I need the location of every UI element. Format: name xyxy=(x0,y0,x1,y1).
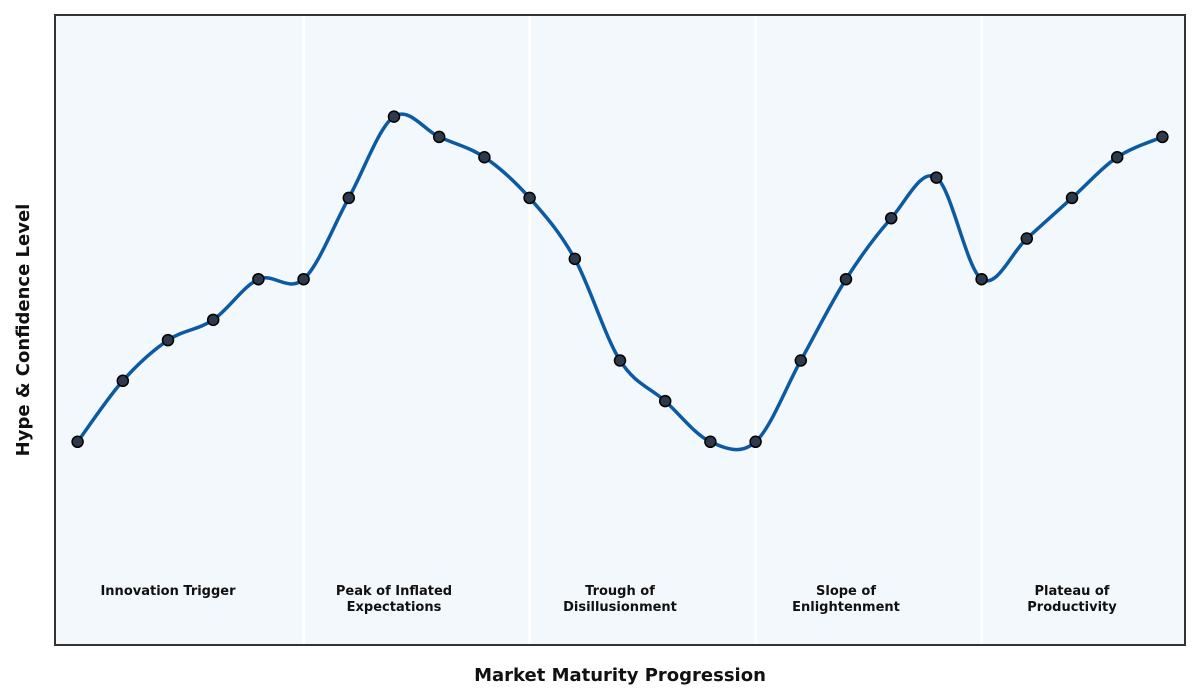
data-point xyxy=(1110,151,1124,164)
data-point xyxy=(252,272,265,286)
plot-background xyxy=(55,15,1185,645)
data-points xyxy=(71,110,1169,449)
phase-label: Slope of Enlightenment xyxy=(792,584,900,615)
phase-label: Peak of Inflated Expectations xyxy=(336,584,452,615)
phase-label-line: Disillusionment xyxy=(563,600,677,615)
data-point xyxy=(975,272,988,286)
data-point xyxy=(71,435,84,449)
phase-label-line: Innovation Trigger xyxy=(100,584,236,599)
phase-label-line: Plateau of xyxy=(1035,584,1110,599)
x-axis-title: Market Maturity Progression xyxy=(474,665,766,686)
y-axis-title: Hype & Confidence Level xyxy=(13,204,34,457)
data-point xyxy=(206,313,220,327)
data-point xyxy=(1020,232,1034,245)
data-point xyxy=(161,333,175,347)
data-point xyxy=(749,435,762,449)
data-point xyxy=(704,435,717,449)
phase-label-line: Enlightenment xyxy=(792,600,900,615)
data-point xyxy=(568,252,582,266)
phase-label: Trough of Disillusionment xyxy=(563,584,677,615)
phase-label-line: Expectations xyxy=(347,600,442,615)
phase-label: Innovation Trigger xyxy=(100,584,236,599)
data-point xyxy=(297,272,310,286)
data-point xyxy=(116,374,130,388)
data-point xyxy=(478,151,491,164)
data-point xyxy=(387,110,401,123)
data-point xyxy=(794,354,808,367)
data-point xyxy=(1065,191,1079,205)
phase-label-line: Peak of Inflated xyxy=(336,584,452,599)
data-point xyxy=(1156,130,1169,144)
data-point xyxy=(658,394,672,408)
plot-frame xyxy=(54,14,1186,646)
phase-labels: Innovation Trigger Peak of Inflated Expect… xyxy=(100,584,1117,615)
data-point xyxy=(523,191,536,205)
phase-label: Plateau of Productivity xyxy=(1027,584,1117,615)
data-point xyxy=(432,130,446,144)
data-point xyxy=(613,354,627,367)
phase-label-line: Productivity xyxy=(1027,600,1117,615)
phase-label-line: Trough of xyxy=(585,584,655,599)
data-point xyxy=(884,211,898,225)
data-point xyxy=(930,171,943,184)
data-point xyxy=(342,191,356,205)
data-point xyxy=(839,272,853,286)
phase-dividers xyxy=(302,15,983,645)
phase-label-line: Slope of xyxy=(816,584,876,599)
